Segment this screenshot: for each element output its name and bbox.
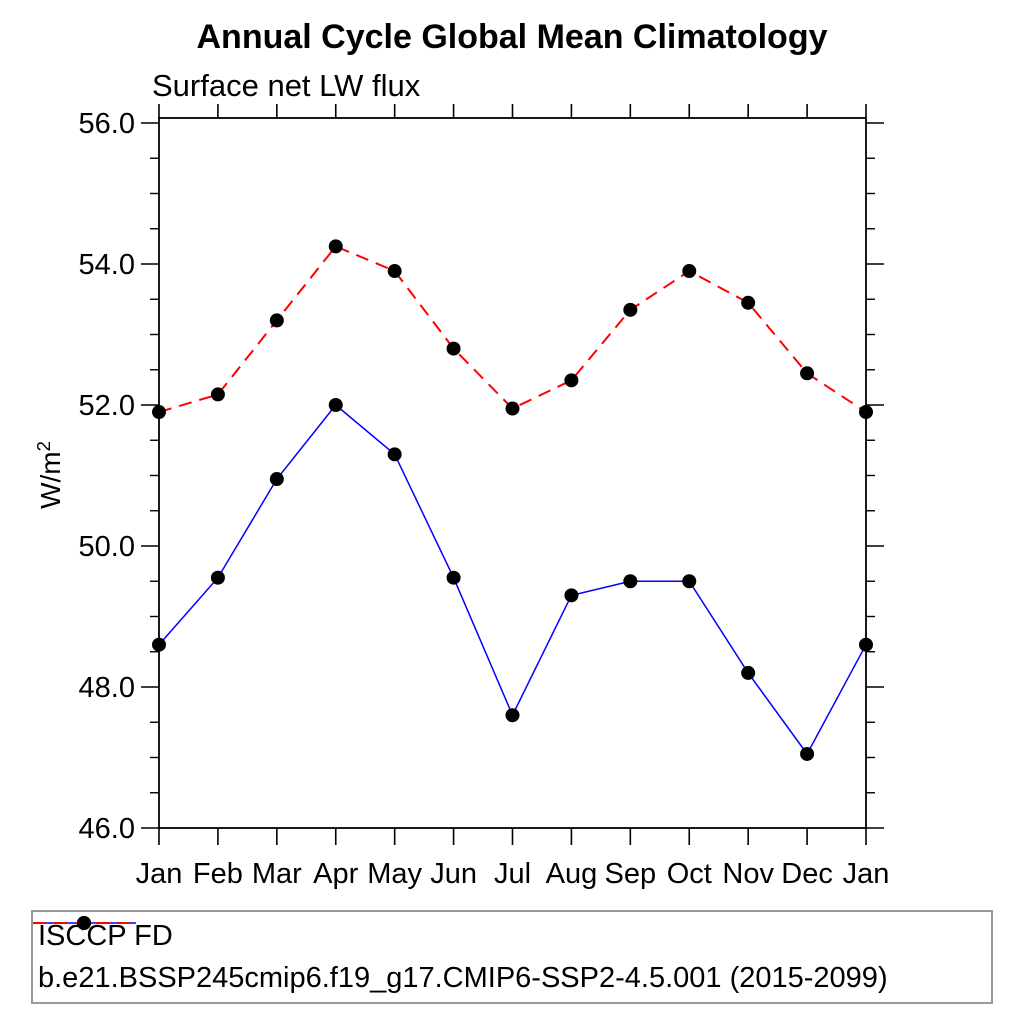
data-point-marker <box>446 341 461 356</box>
x-tick-label: Jun <box>430 858 477 890</box>
legend-item: b.e21.BSSP245cmip6.f19_g17.CMIP6-SSP2-4.… <box>33 916 991 999</box>
y-tick-label: 50.0 <box>79 531 135 563</box>
data-point-marker <box>859 637 873 652</box>
data-point-marker <box>682 264 697 279</box>
data-point-marker <box>505 708 520 723</box>
chart-subtitle: Surface net LW flux <box>152 68 421 103</box>
data-point-marker <box>387 447 402 462</box>
x-tick-label: Jan <box>843 858 890 890</box>
data-point-marker <box>623 302 638 317</box>
legend-item: ISCCP FD <box>33 915 991 957</box>
y-tick-label: 54.0 <box>79 249 135 281</box>
data-point-marker <box>564 588 579 603</box>
data-point-marker <box>741 295 756 310</box>
data-point-marker <box>152 405 166 420</box>
x-tick-label: Jul <box>494 858 531 890</box>
x-tick-label: Jan <box>136 858 183 890</box>
legend-line-sample-model <box>33 916 136 930</box>
data-point-marker <box>328 398 343 412</box>
x-tick-label: Feb <box>193 858 243 890</box>
legend-box: ISCCP FD b.e21.BSSP245cmip6.f19_g17.CMIP… <box>31 910 993 1004</box>
legend-label: b.e21.BSSP245cmip6.f19_g17.CMIP6-SSP2-4.… <box>38 961 888 994</box>
x-tick-label: Oct <box>667 858 712 890</box>
data-point-marker <box>800 366 815 381</box>
series-line <box>158 403 867 756</box>
data-point-marker <box>269 472 284 487</box>
data-point-marker <box>269 313 284 328</box>
data-point-marker <box>328 239 343 254</box>
data-point-marker <box>152 637 166 652</box>
data-point-marker <box>800 746 815 761</box>
data-point-marker <box>564 373 579 388</box>
x-tick-label: Aug <box>546 858 598 890</box>
data-point-marker <box>446 570 461 585</box>
series-line <box>158 245 867 414</box>
data-point-marker <box>741 665 756 680</box>
y-tick-label: 46.0 <box>79 813 135 845</box>
legend-sample-marker <box>77 916 91 930</box>
data-point-marker <box>505 401 520 416</box>
legend-label: ISCCP FD <box>38 919 173 952</box>
data-point-marker <box>210 570 225 585</box>
data-point-marker <box>387 264 402 279</box>
data-point-marker <box>210 387 225 402</box>
x-tick-label: Mar <box>252 858 302 890</box>
x-tick-label: May <box>367 858 422 890</box>
y-tick-label: 48.0 <box>79 672 135 704</box>
data-point-marker <box>682 574 697 589</box>
y-tick-label: 56.0 <box>79 108 135 140</box>
x-tick-label: Dec <box>781 858 833 890</box>
x-tick-label: Sep <box>605 858 657 890</box>
chart-title: Annual Cycle Global Mean Climatology <box>196 18 828 56</box>
y-tick-label: 52.0 <box>79 390 135 422</box>
data-point-marker <box>859 405 873 420</box>
x-tick-label: Nov <box>722 858 774 890</box>
x-tick-label: Apr <box>313 858 358 890</box>
data-point-marker <box>623 574 638 589</box>
